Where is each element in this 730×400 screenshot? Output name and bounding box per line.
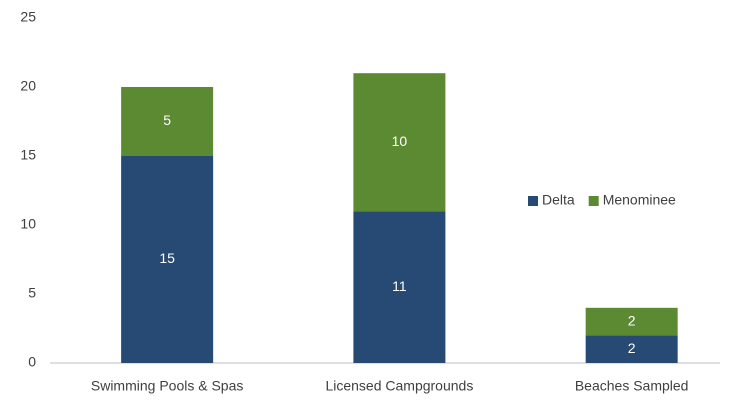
data-label: 10 [392, 133, 408, 149]
bar-segment [121, 87, 214, 156]
x-tick-label: Beaches Sampled [575, 378, 689, 394]
legend-swatch [588, 196, 599, 206]
data-label: 2 [628, 312, 636, 328]
bar-segment [353, 73, 446, 212]
x-tick-label: Licensed Campgrounds [325, 378, 473, 394]
bar-segment [585, 335, 678, 363]
bar-segment [585, 307, 678, 336]
data-label: 11 [392, 278, 407, 294]
y-tick-label: 10 [20, 216, 36, 232]
y-tick-label: 20 [20, 78, 36, 94]
y-tick-label: 25 [20, 9, 36, 25]
y-tick-label: 15 [20, 147, 36, 163]
data-label: 15 [159, 250, 175, 266]
legend-label: Delta [542, 192, 575, 208]
legend-swatch [528, 196, 538, 206]
y-tick-label: 0 [28, 354, 36, 370]
y-tick-label: 5 [28, 285, 36, 301]
x-tick-label: Swimming Pools & Spas [91, 378, 244, 394]
data-label: 2 [628, 340, 636, 356]
data-label: 5 [163, 112, 171, 128]
bar-segment [121, 156, 214, 363]
bar-segment [353, 211, 446, 363]
legend-label: Menominee [603, 192, 676, 208]
